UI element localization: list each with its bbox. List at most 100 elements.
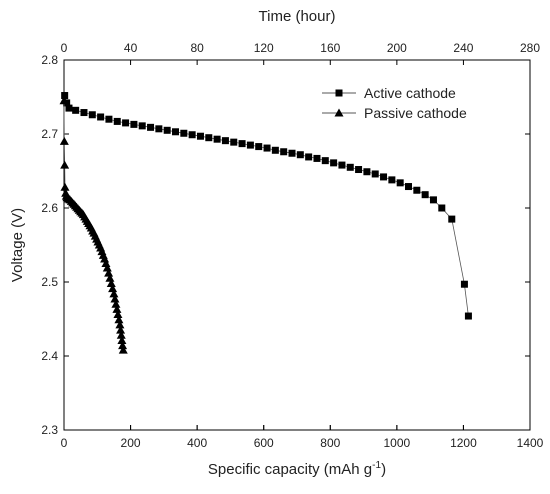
data-point-1-36 [101,259,111,267]
data-point-0-24 [246,141,254,149]
data-point-0-31 [305,153,313,161]
data-point-0-30 [296,151,304,159]
data-point-1-42 [109,289,119,298]
data-point-0-18 [196,132,204,140]
data-point-0-46 [429,196,437,204]
x2-tick-label: 120 [254,41,274,55]
data-point-1-2 [60,160,70,169]
data-point-1-51 [117,335,127,344]
y-tick-label: 2.7 [41,127,58,141]
x-axis-title-main: Specific capacity (mAh g [208,461,372,478]
data-point-1-49 [116,325,126,334]
data-point-0-40 [380,173,388,181]
data-point-1-37 [102,263,112,272]
x2-tick-label: 280 [520,41,540,55]
data-point-0-23 [238,140,246,148]
data-point-0-42 [396,179,404,187]
data-point-1-47 [114,315,124,324]
x2-tick-label: 200 [387,41,407,55]
x-tick-label: 400 [187,436,207,450]
data-point-1-43 [110,294,120,303]
data-point-0-47 [438,204,446,212]
data-point-0-22 [230,138,238,146]
x2-tick-label: 40 [124,41,138,55]
x2-tick-label: 160 [320,41,340,55]
x-tick-label: 1200 [450,436,477,450]
x2-tick-label: 0 [61,41,68,55]
data-point-0-28 [280,148,288,156]
plot-frame [63,59,531,431]
data-point-0-39 [371,170,379,178]
data-point-0-29 [288,149,296,157]
data-point-0-9 [122,119,130,127]
data-point-0-48 [448,215,456,223]
data-point-0-10 [130,120,138,128]
x-tick-label: 0 [61,436,68,450]
data-point-0-13 [155,125,163,133]
ticks-layer: 0 200 400 600 800 1000 1200 1400 0 40 80 120 160 200 2… [41,41,543,450]
x-tick-label: 1400 [517,436,544,450]
data-point-0-14 [163,126,171,134]
data-point-0-27 [271,146,279,154]
x-axis-title-end: ) [381,461,386,478]
x2-axis-title: Time (hour) [259,8,336,25]
data-point-1-40 [106,278,116,287]
x2-tick-label: 240 [453,41,473,55]
y-axis-title: Voltage (V) [9,208,26,282]
legend-marker-passive [334,108,344,117]
data-point-0-44 [413,186,421,194]
x-tick-label: 600 [254,436,274,450]
x-tick-label: 800 [320,436,340,450]
data-point-1-38 [104,268,114,277]
y-tick-label: 2.5 [41,275,58,289]
x2-tick-label: 80 [190,41,204,55]
data-point-0-3 [72,106,80,114]
data-point-1-45 [112,304,122,313]
data-point-0-21 [221,137,229,145]
data-point-0-49 [460,280,468,288]
data-point-0-43 [405,183,413,191]
data-point-0-32 [313,154,321,162]
data-point-1-0 [59,96,69,105]
legend-label-active: Active cathode [364,85,456,101]
data-point-1-39 [105,273,115,282]
data-point-0-34 [330,159,338,167]
data-point-0-5 [88,111,96,119]
data-point-0-26 [263,144,271,152]
data-point-1-50 [116,330,126,339]
data-point-0-20 [213,135,221,143]
data-point-0-4 [80,109,88,117]
data-point-1-48 [115,320,125,329]
data-point-0-16 [180,129,188,137]
data-point-0-0 [61,92,69,100]
data-point-0-11 [138,122,146,130]
data-point-1-52 [118,341,128,350]
y-tick-label: 2.4 [41,349,58,363]
data-point-1-41 [108,284,118,293]
data-point-1-1 [59,136,69,145]
legend: Active cathode Passive cathode [322,85,467,121]
legend-marker-active [335,89,343,97]
data-point-0-35 [338,161,346,169]
y-tick-label: 2.6 [41,201,58,215]
series-layer [59,92,472,354]
data-point-1-53 [118,345,128,354]
x-axis-title-superscript: -1 [372,460,381,471]
data-point-0-38 [363,168,371,176]
x-tick-label: 1000 [384,436,411,450]
y-tick-label: 2.8 [41,53,58,67]
data-point-0-15 [172,128,180,136]
data-point-0-50 [464,312,472,320]
data-point-0-19 [205,134,213,142]
data-point-1-35 [100,254,110,263]
series-line-0 [64,95,469,317]
data-point-1-3 [60,182,70,191]
data-point-0-7 [105,115,113,123]
x-tick-label: 200 [121,436,141,450]
data-point-0-41 [388,176,396,184]
data-point-0-17 [188,131,196,139]
data-point-0-25 [255,143,263,151]
x-axis-title: Specific capacity (mAh g-1) [208,460,386,478]
data-point-0-2 [65,104,73,112]
y-tick-label: 2.3 [41,423,58,437]
